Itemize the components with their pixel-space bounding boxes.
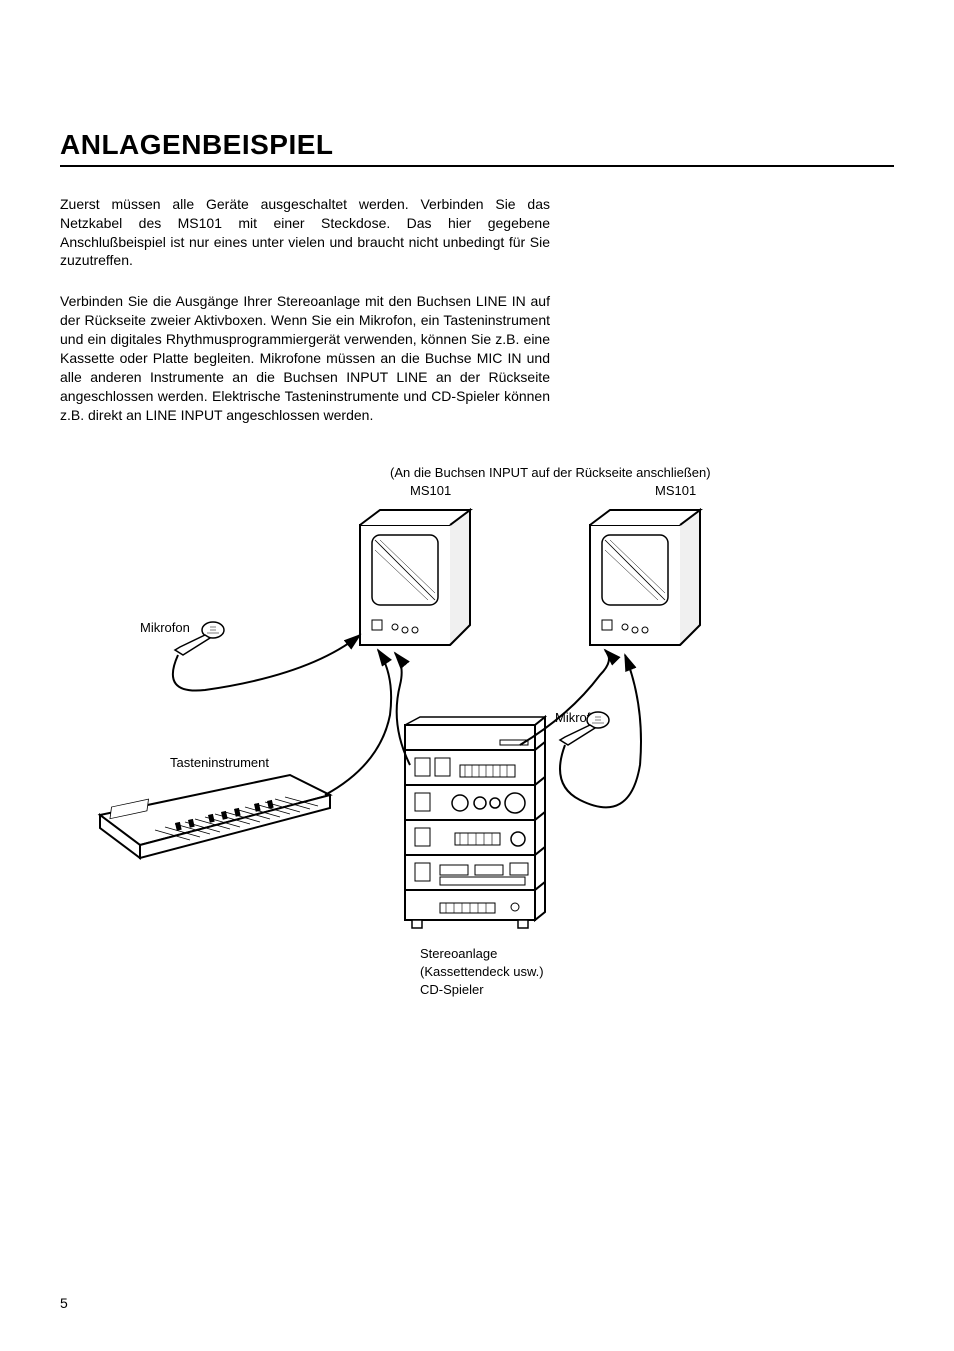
connection-diagram: (An die Buchsen INPUT auf der Rückseite … (60, 465, 894, 1025)
stereo-stack-icon (405, 717, 545, 928)
microphone-left-icon (175, 622, 224, 655)
paragraph-2: Verbinden Sie die Ausgänge Ihrer Stereoa… (60, 292, 550, 424)
keyboard-icon (100, 775, 330, 858)
page-number: 5 (60, 1295, 68, 1311)
cable-mic-right (560, 655, 641, 807)
speaker-right-icon (590, 510, 700, 645)
page-title: ANLAGENBEISPIEL (60, 129, 894, 167)
cable-keyboard (325, 650, 391, 795)
paragraph-1: Zuerst müssen alle Geräte ausgeschaltet … (60, 195, 550, 271)
microphone-right-icon (560, 712, 609, 745)
diagram-svg (60, 465, 890, 1025)
page: ANLAGENBEISPIEL Zuerst müssen alle Gerät… (0, 0, 954, 1351)
speaker-left-icon (360, 510, 470, 645)
